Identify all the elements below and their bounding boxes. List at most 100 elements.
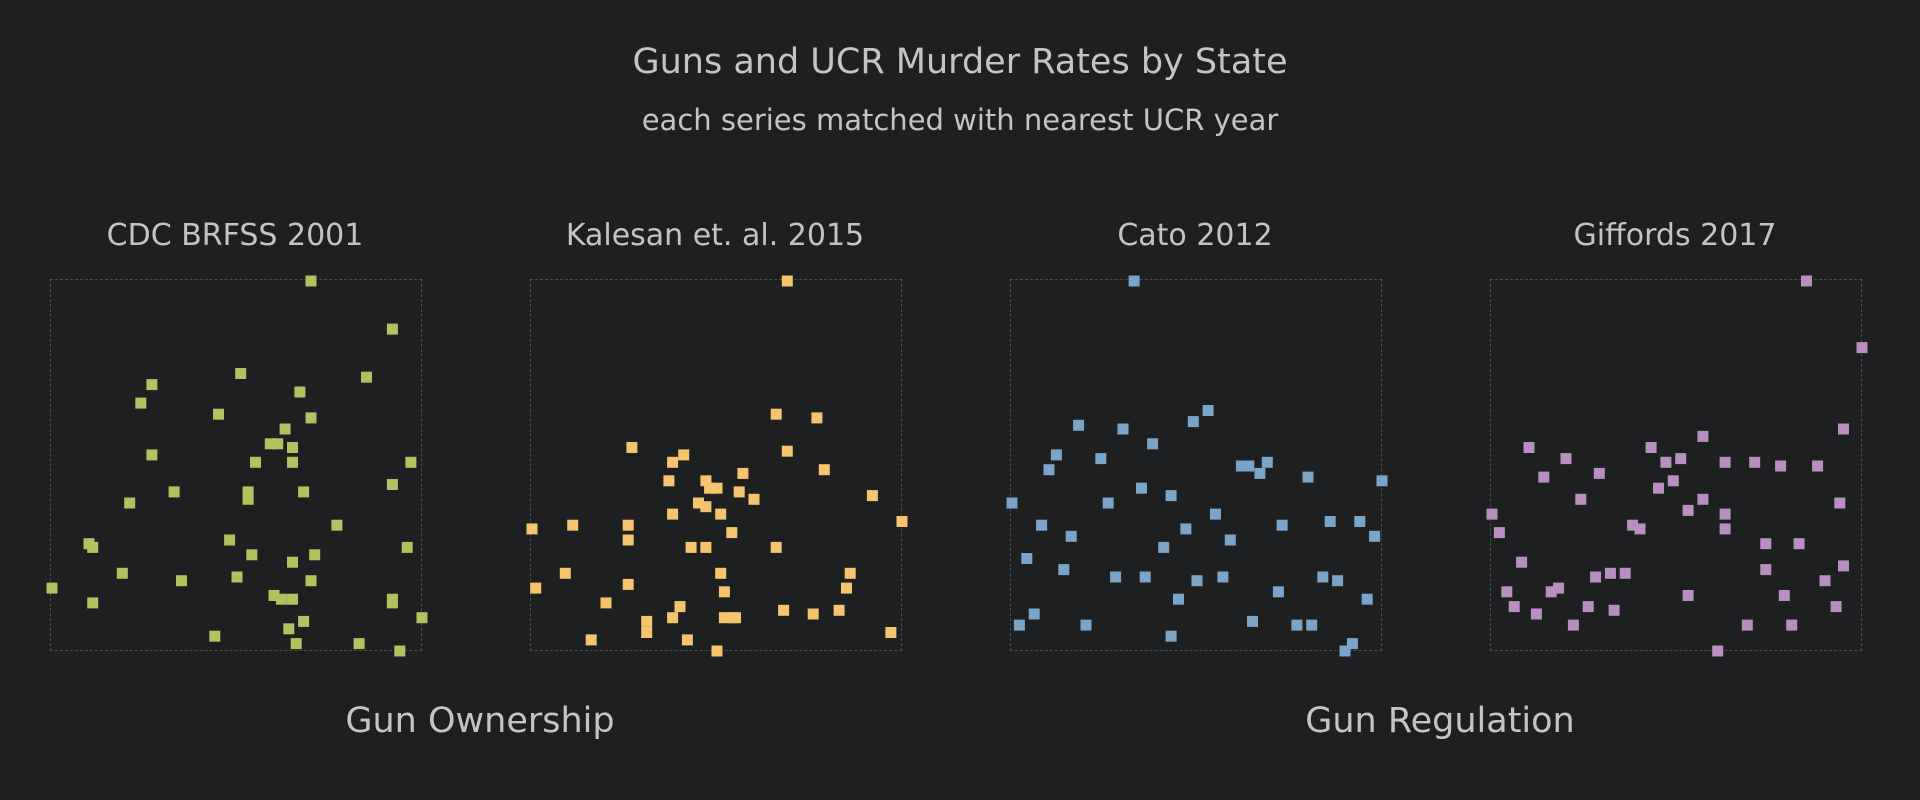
- data-point: [1369, 530, 1381, 542]
- data-point: [1210, 508, 1221, 520]
- data-point: [885, 627, 897, 638]
- scatter-panel-kalesan: [526, 275, 908, 657]
- data-point: [1697, 430, 1709, 442]
- panel-title-cato: Cato 2012: [1117, 218, 1273, 253]
- data-point: [715, 567, 727, 579]
- data-point: [1306, 619, 1318, 631]
- data-point: [1028, 608, 1040, 620]
- data-point: [781, 275, 793, 287]
- data-point: [841, 582, 852, 594]
- data-point: [1021, 553, 1033, 564]
- data-point: [386, 323, 398, 335]
- data-point: [1545, 586, 1557, 598]
- data-point: [700, 541, 712, 553]
- data-point: [1136, 482, 1147, 494]
- data-point: [1645, 442, 1657, 453]
- data-point: [663, 475, 675, 487]
- data-point: [1838, 560, 1849, 572]
- data-point: [1065, 530, 1077, 542]
- data-point: [1243, 460, 1255, 472]
- data-point: [1508, 601, 1520, 613]
- scatter-plot-cdc-brfss: [46, 275, 428, 657]
- data-point: [1180, 523, 1192, 535]
- data-point: [1719, 508, 1731, 520]
- data-point: [168, 486, 180, 498]
- data-point: [1667, 475, 1679, 487]
- data-point: [748, 493, 760, 505]
- data-point: [209, 630, 221, 642]
- data-point: [224, 534, 236, 546]
- data-point: [1653, 482, 1664, 494]
- data-point: [298, 615, 310, 627]
- data-point: [770, 408, 782, 420]
- data-point: [1830, 601, 1842, 613]
- data-point: [1719, 456, 1731, 468]
- data-point: [1538, 471, 1550, 483]
- data-point: [268, 590, 280, 601]
- data-point: [667, 508, 679, 520]
- data-point: [1627, 519, 1639, 531]
- data-point: [331, 519, 343, 531]
- data-point: [294, 386, 306, 398]
- data-point: [1604, 567, 1616, 579]
- data-point: [176, 575, 187, 587]
- data-point: [1043, 464, 1055, 476]
- panel-title-giffords: Giffords 2017: [1573, 218, 1777, 253]
- data-point: [1749, 456, 1761, 468]
- data-point: [287, 556, 298, 568]
- data-point: [1006, 497, 1018, 509]
- data-point: [1217, 571, 1229, 583]
- data-point: [1582, 601, 1594, 613]
- panel-title-kalesan: Kalesan et. al. 2015: [565, 218, 865, 253]
- data-point: [1254, 467, 1266, 479]
- panel-title-cdc-brfss: CDC BRFSS 2001: [106, 218, 364, 253]
- data-point: [213, 408, 224, 420]
- data-point: [309, 549, 321, 561]
- data-point: [242, 486, 254, 498]
- data-point: [1856, 342, 1868, 354]
- data-point: [290, 638, 302, 650]
- data-point: [231, 571, 243, 583]
- data-point: [1332, 575, 1344, 587]
- scatter-panel-giffords: [1486, 275, 1868, 657]
- data-point: [401, 541, 413, 553]
- data-point: [1590, 571, 1602, 583]
- data-point: [530, 582, 542, 594]
- data-point: [279, 423, 291, 435]
- data-point: [1834, 497, 1846, 509]
- data-point: [287, 442, 298, 453]
- data-point: [405, 456, 417, 468]
- data-point: [287, 456, 298, 468]
- data-point: [866, 490, 878, 502]
- data-point: [1302, 471, 1314, 483]
- data-point: [1593, 467, 1605, 479]
- data-point: [567, 519, 579, 531]
- scatter-plot-kalesan: [526, 275, 908, 657]
- data-point: [1173, 593, 1184, 605]
- data-point: [1775, 460, 1787, 472]
- data-point: [416, 612, 428, 624]
- data-point: [622, 519, 634, 531]
- data-point: [770, 541, 782, 553]
- data-point: [146, 449, 158, 461]
- data-point: [718, 586, 730, 598]
- data-point: [124, 497, 136, 509]
- data-point: [1553, 582, 1565, 594]
- data-point: [700, 501, 712, 513]
- data-point: [704, 482, 716, 494]
- data-point: [1058, 564, 1070, 576]
- data-point: [1013, 619, 1025, 631]
- data-point: [305, 275, 317, 287]
- data-point: [1523, 442, 1535, 453]
- scatter-panel-cato: [1006, 275, 1388, 657]
- data-point: [667, 612, 679, 624]
- data-point: [235, 368, 247, 379]
- data-point: [1501, 586, 1513, 598]
- data-point: [641, 615, 653, 627]
- data-point: [246, 549, 258, 561]
- data-point: [283, 623, 295, 635]
- data-point: [386, 597, 398, 609]
- group-label-gun-regulation: Gun Regulation: [1305, 701, 1575, 741]
- data-point: [1158, 541, 1170, 553]
- data-point: [1036, 519, 1048, 531]
